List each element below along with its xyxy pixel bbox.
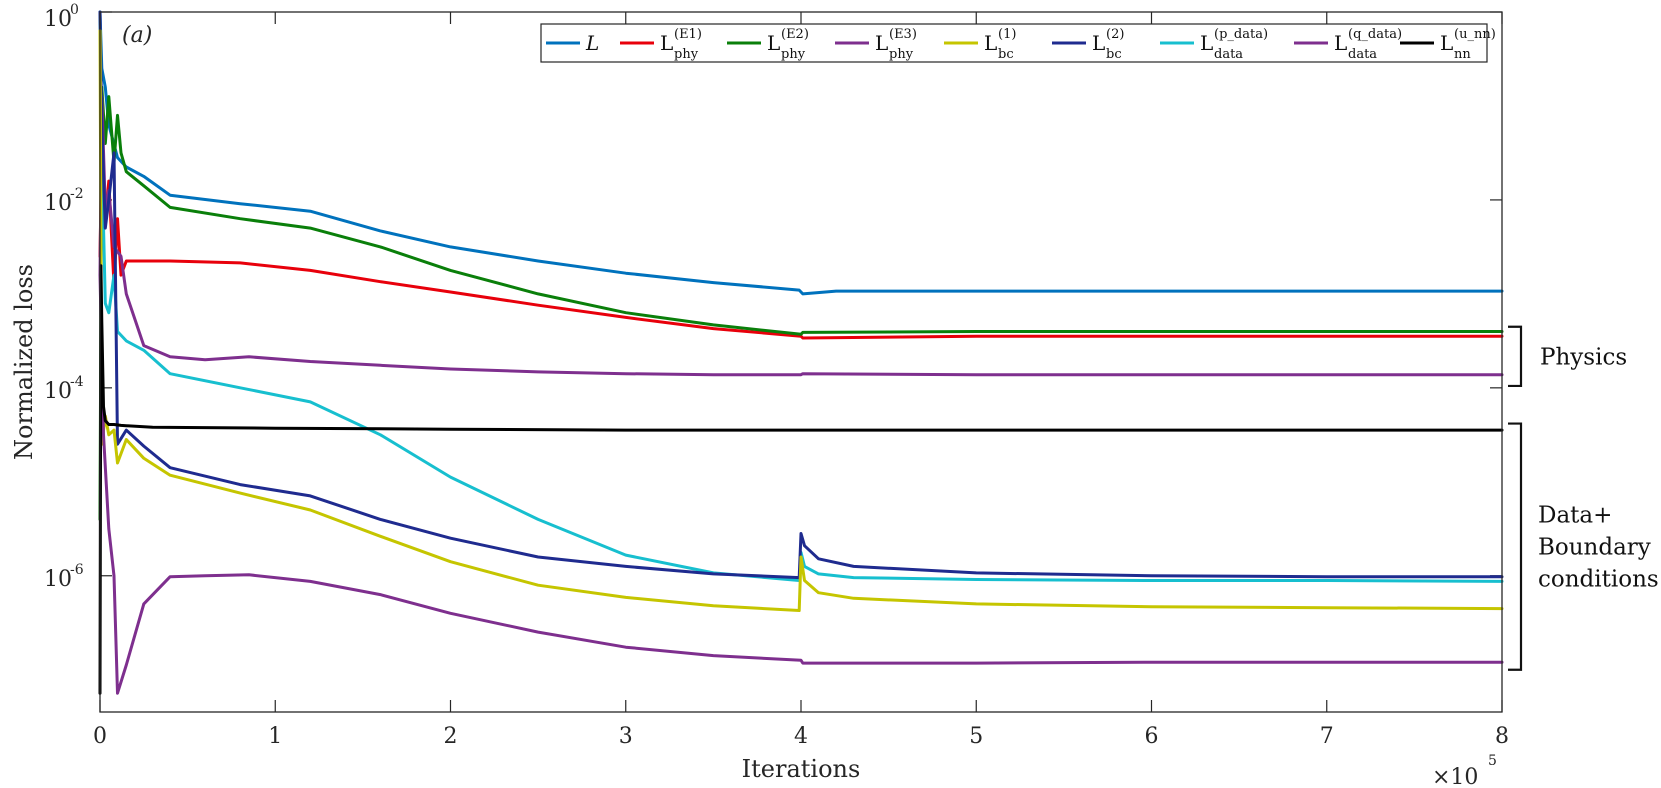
x-tick-label-8: 8	[1495, 724, 1509, 749]
legend-sup-7: (q_data)	[1348, 27, 1402, 42]
legend-sup-8: (u_nn)	[1454, 27, 1496, 42]
legend-label-8: L	[1440, 31, 1453, 55]
legend-sub-8: nn	[1454, 47, 1471, 62]
annotation-1-line-2: conditions	[1538, 567, 1659, 593]
bracket-0	[1508, 325, 1523, 388]
x-tick-label-0: 0	[93, 724, 107, 749]
legend-sup-3: (E3)	[889, 27, 917, 42]
x-axis-title: Iterations	[742, 755, 861, 783]
annotation-0-line-0: Physics	[1540, 344, 1627, 370]
legend-sub-2: phy	[781, 47, 806, 62]
legend-sup-6: (p_data)	[1214, 27, 1268, 42]
series-line-5	[98, 10, 1504, 580]
annotation-1-line-1: Boundary	[1538, 535, 1651, 561]
legend-sub-7: data	[1348, 47, 1377, 62]
annotation-1-line-0: Data+	[1538, 503, 1612, 529]
legend: L L (E1)phy L (E2)phy L (E3)phy L (1)bc L (2)bc L (p…	[540, 23, 1496, 63]
legend-sup-2: (E2)	[781, 27, 809, 42]
x-multiplier-base: ×10	[1432, 765, 1478, 788]
x-tick-label-5: 5	[969, 724, 983, 749]
y-tick-exp-0: 0	[70, 2, 79, 18]
y-tick-label-2: 10	[44, 379, 72, 404]
series-line-1	[98, 151, 1504, 340]
x-tick-label-7: 7	[1320, 724, 1334, 749]
x-tick-labels: 0 1 2 3 4 5 6 7 8	[93, 724, 1509, 749]
legend-label-4: L	[984, 31, 997, 55]
legend-label-6: L	[1200, 31, 1213, 55]
x-tick-label-1: 1	[268, 724, 282, 749]
legend-label-5: L	[1092, 31, 1105, 55]
y-tick-label-1: 10	[44, 191, 72, 216]
legend-box	[540, 23, 1488, 63]
series-line-3	[98, 95, 1504, 377]
legend-label-3: L	[875, 31, 888, 55]
legend-label-1: L	[660, 31, 673, 55]
y-tick-exp-1: -2	[70, 186, 84, 202]
panel-label: (a)	[122, 23, 152, 48]
series-line-2	[98, 85, 1504, 521]
legend-sub-5: bc	[1106, 47, 1122, 62]
legend-sup-4: (1)	[998, 27, 1016, 42]
y-axis-title: Normalized loss	[10, 264, 38, 460]
legend-sup-1: (E1)	[674, 27, 702, 42]
legend-label-2: L	[767, 31, 780, 55]
legend-label-0: L	[585, 31, 599, 55]
series-layer	[98, 10, 1504, 695]
x-tick-label-4: 4	[794, 724, 808, 749]
annotations: Physics Data+ Boundary conditions	[1508, 325, 1659, 671]
legend-label-7: L	[1334, 31, 1347, 55]
y-tick-exp-2: -4	[70, 374, 84, 390]
x-multiplier-exponent: 5	[1488, 753, 1497, 769]
x-tick-label-2: 2	[444, 724, 458, 749]
series-line-4	[98, 29, 1504, 612]
x-tick-label-3: 3	[619, 724, 633, 749]
legend-sub-6: data	[1214, 47, 1243, 62]
legend-sub-3: phy	[889, 47, 914, 62]
plot-frame	[99, 11, 1503, 713]
x-multiplier: ×10 5	[1432, 753, 1497, 788]
legend-sub-1: phy	[674, 47, 699, 62]
series-line-8	[98, 264, 1504, 695]
y-tick-label-0: 10	[44, 7, 72, 32]
legend-sup-5: (2)	[1106, 27, 1124, 42]
x-tick-label-6: 6	[1145, 724, 1159, 749]
series-line-7	[98, 273, 1504, 695]
y-tick-exp-3: -6	[70, 562, 84, 578]
bracket-1	[1508, 422, 1523, 671]
legend-sub-4: bc	[998, 47, 1014, 62]
y-tick-label-3: 10	[44, 567, 72, 592]
